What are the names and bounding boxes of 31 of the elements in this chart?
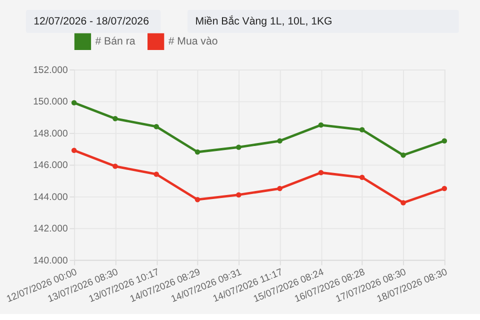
text: Miền Bắc Vàng 1L, 10L, 1KG [195, 14, 332, 28]
point [277, 186, 282, 192]
point [359, 174, 365, 180]
point [318, 122, 324, 128]
point [236, 192, 242, 198]
y-tick-label: 140.000 [33, 255, 68, 266]
point [112, 164, 118, 169]
point [442, 138, 448, 144]
legend-label: # Bán ra [95, 36, 136, 48]
point [400, 200, 406, 206]
point [442, 186, 448, 192]
y-tick-label: 144.000 [33, 192, 68, 203]
y-tick-label: 152.000 [33, 64, 68, 76]
point [194, 196, 200, 202]
point [318, 170, 324, 176]
point [112, 116, 118, 122]
point [154, 124, 159, 130]
point [359, 127, 365, 132]
point [71, 148, 77, 154]
point [400, 152, 406, 158]
point [277, 138, 282, 144]
point [194, 149, 200, 155]
y-tick-label: 150.000 [33, 96, 68, 108]
text: 12/07/2026 - 18/07/2026 [34, 15, 150, 28]
legend-label: # Mua vào [168, 36, 218, 48]
y-tick-label: 142.000 [33, 224, 68, 235]
point [236, 144, 242, 150]
y-tick-label: 146.000 [33, 160, 68, 172]
y-tick-label: 148.000 [33, 128, 68, 140]
point [154, 172, 159, 177]
point [71, 100, 77, 106]
